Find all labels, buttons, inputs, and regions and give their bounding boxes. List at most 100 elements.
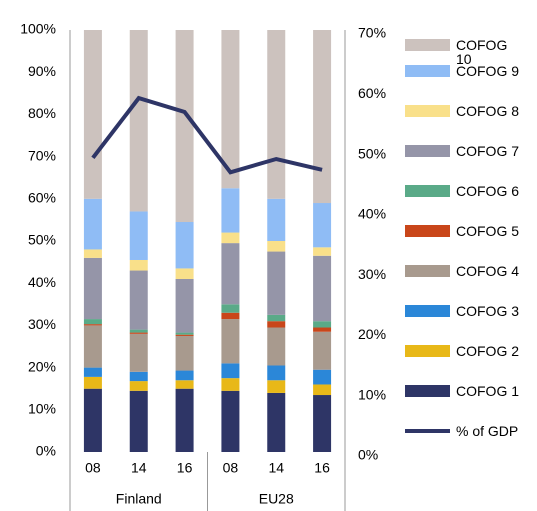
bar-segment [129,332,148,334]
bar-segment [313,395,332,452]
bar-segment [221,232,240,244]
legend-item: COFOG 3 [405,304,522,318]
bar-segment [267,321,286,328]
bar-segment [175,334,194,336]
y-tick-label: 20% [28,358,56,374]
legend-item: COFOG 6 [405,184,522,198]
legend-swatch [405,345,450,357]
bar-segment [267,251,286,315]
legend-swatch [405,385,450,397]
y-tick-label: 80% [28,105,56,121]
y-tick-label: 0% [36,443,56,459]
y-tick-label: 40% [28,274,56,290]
bar-segment [175,332,194,335]
legend-label: COFOG 8 [456,103,520,119]
y-tick-label: 30% [28,316,56,332]
legend-label: COFOG 4 [456,263,520,279]
bar-segment [313,255,332,322]
legend-swatch [405,265,450,277]
bar-segment [221,30,240,189]
bar-segment [129,329,148,333]
bar-segment [313,247,332,256]
bar-segment [83,376,102,389]
bar-segment [313,203,332,248]
bar-segment [221,188,240,233]
legend-swatch [405,39,450,51]
legend-label: COFOG 7 [456,143,520,159]
bar-segment [129,390,148,452]
bar-segment [83,319,102,325]
bar-segment [313,369,332,385]
bar-segment [313,321,332,328]
legend-item: COFOG 9 [405,64,522,78]
legend-swatch [405,145,450,157]
legend-item: COFOG 7 [405,144,522,158]
legend-swatch [405,65,450,77]
bar-segment [175,370,194,381]
y-tick-label: 100% [20,21,56,37]
legend-label: COFOG 2 [456,343,520,359]
bar-segment [83,324,102,326]
y-tick-label: 60% [28,190,56,206]
bar-segment [83,198,102,250]
legend-item: COFOG 8 [405,104,522,118]
bar-segment [83,249,102,258]
bar-segment [83,30,102,199]
bar-segment [83,388,102,452]
bar-segment [313,327,332,332]
bar-segment [129,211,148,260]
y-tick-label: 10% [28,401,56,417]
bar-segment [221,363,240,379]
bar-segment [129,270,148,330]
legend-swatch [405,185,450,197]
legend-swatch [405,429,450,433]
bar-segment [175,335,194,371]
x-tick-label: 08 [223,460,239,476]
bar-segment [221,378,240,391]
legend-label: COFOG 6 [456,183,520,199]
legend-swatch [405,305,450,317]
y2-tick-label: 0% [358,447,378,463]
y2-tick-label: 50% [358,145,386,161]
legend-label: COFOG 1 [456,383,520,399]
x-tick-label: 16 [177,460,193,476]
group-label: Finland [116,491,162,507]
bar-segment [175,268,194,279]
legend-label: COFOG 5 [456,223,520,239]
legend-item: COFOG 2 [405,344,522,358]
bar-segment [129,371,148,382]
bar-segment [175,380,194,389]
bar-segment [221,312,240,320]
bar-segment [83,325,102,368]
bar-segment [267,327,286,366]
legend-swatch [405,105,450,117]
bar-segment [267,392,286,452]
legend-label: COFOG 9 [456,63,520,79]
legend-swatch [405,225,450,237]
bar-segment [129,333,148,372]
legend-item: COFOG 5 [405,224,522,238]
legend-item: COFOG 10 [405,38,522,66]
legend-item: COFOG 1 [405,384,522,398]
bar-segment [267,380,286,393]
bar-segment [129,30,148,212]
bar-segment [129,381,148,391]
y2-tick-label: 30% [358,266,386,282]
y-tick-label: 90% [28,63,56,79]
legend-label: % of GDP [456,423,519,439]
bar-segment [83,257,102,320]
bar-segment [83,367,102,377]
y2-tick-label: 20% [358,326,386,342]
bar-segment [313,384,332,396]
x-tick-label: 14 [268,460,284,476]
legend-label: COFOG 10 [456,37,508,67]
bar-segment [221,243,240,305]
bar-segment [221,390,240,452]
x-tick-label: 08 [85,460,101,476]
y2-tick-label: 10% [358,386,386,402]
legend-item: % of GDP [405,424,522,438]
bar-segment [313,30,332,204]
group-label: EU28 [259,491,294,507]
bar-segment [267,241,286,252]
